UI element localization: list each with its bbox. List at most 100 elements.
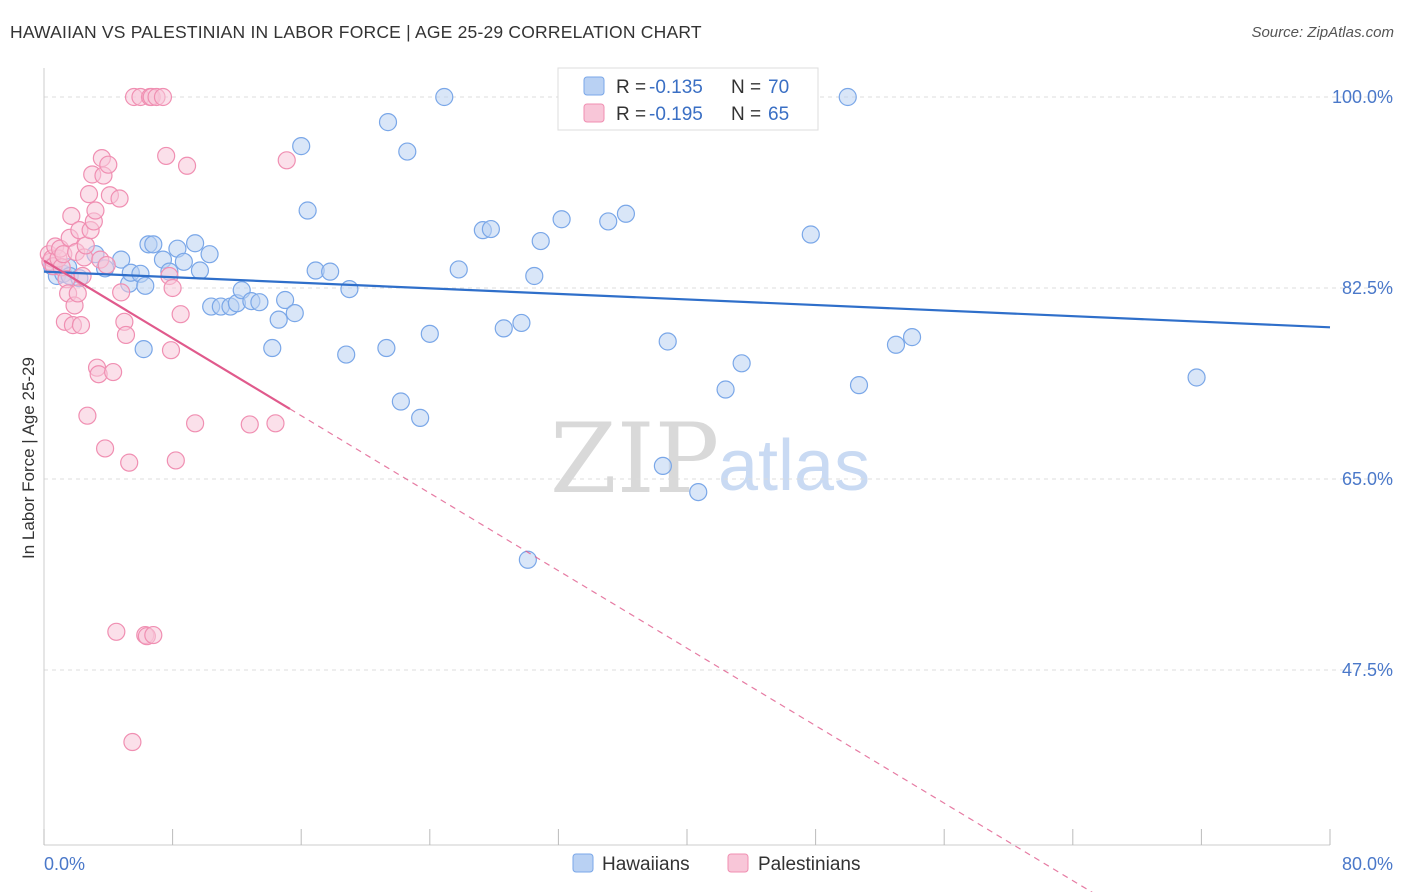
hawaiians-point-54	[518, 550, 537, 569]
hawaiians-point-41	[377, 338, 396, 358]
trend-line-palestinians-extension	[289, 408, 1093, 892]
hawaiians-point-31	[269, 310, 288, 329]
palestinians-point-17	[68, 284, 87, 303]
palestinians-point-36	[99, 155, 118, 174]
hawaiians-point-34	[292, 137, 311, 156]
hawaiians-point-33	[285, 304, 304, 323]
hawaiians-point-13	[134, 340, 153, 359]
hawaiians-point-53	[531, 231, 550, 251]
hawaiians-point-40	[378, 113, 398, 132]
trend-line-palestinians	[43, 259, 291, 410]
series-palestinians-points	[39, 87, 296, 752]
hawaiians-point-29	[250, 293, 269, 312]
palestinians-point-52	[144, 625, 163, 645]
hawaiians-point-55	[552, 210, 571, 229]
hawaiians-point-32	[276, 290, 295, 310]
hawaiians-point-66	[838, 87, 857, 107]
hawaiians-point-49	[481, 219, 500, 239]
chart-source: Source: ZipAtlas.com	[1251, 24, 1394, 41]
legend-r-label-hawaiians: R =	[616, 77, 646, 98]
palestinians-point-34	[95, 439, 115, 458]
legend-r-value-palestinians: -0.195	[649, 104, 703, 125]
hawaiians-point-15	[144, 235, 163, 254]
hawaiians-point-44	[411, 408, 430, 427]
legend-swatch-hawaiians	[583, 76, 605, 96]
legend-n-label-hawaiians: N =	[731, 77, 761, 98]
hawaiians-point-65	[801, 225, 820, 244]
hawaiians-point-51	[512, 313, 531, 333]
hawaiians-point-60	[658, 332, 677, 351]
trend-lines	[43, 259, 1331, 892]
y-tick-label-2: 82.5%	[1342, 278, 1393, 298]
stats-legend: R = -0.135 N = 70 R = -0.195 N = 65	[557, 67, 819, 131]
legend-n-value-hawaiians: 70	[768, 77, 789, 98]
palestinians-point-58	[163, 278, 182, 298]
hawaiians-point-20	[186, 234, 205, 253]
hawaiians-point-35	[298, 201, 317, 220]
bottom-legend-label-palestinians: Palestinians	[758, 854, 860, 875]
hawaiians-point-46	[435, 87, 454, 107]
palestinians-point-45	[123, 732, 142, 752]
legend-n-value-palestinians: 65	[768, 104, 789, 125]
hawaiians-point-70	[1187, 368, 1206, 387]
palestinians-point-63	[240, 415, 259, 434]
palestinians-point-57	[161, 341, 181, 360]
palestinians-point-19	[71, 316, 91, 335]
x-tick-label-min: 0.0%	[44, 854, 85, 874]
legend-swatch-palestinians	[583, 103, 605, 123]
hawaiians-point-61	[689, 482, 708, 502]
bottom-legend-label-hawaiians: Hawaiians	[602, 854, 690, 875]
axes	[43, 68, 1331, 846]
hawaiians-point-43	[398, 142, 417, 161]
y-tick-label-1: 65.0%	[1342, 469, 1393, 489]
hawaiians-point-22	[200, 245, 219, 264]
palestinians-point-22	[76, 236, 95, 255]
hawaiians-point-57	[599, 212, 618, 231]
legend-r-label-palestinians: R =	[616, 104, 646, 125]
hawaiians-point-30	[263, 338, 282, 358]
palestinians-point-41	[112, 283, 131, 302]
hawaiians-point-58	[616, 204, 636, 223]
hawaiians-point-21	[190, 261, 210, 280]
y-tick-label-3: 100.0%	[1332, 87, 1393, 107]
palestinians-point-60	[171, 305, 190, 324]
trend-line-hawaiians	[43, 270, 1331, 329]
hawaiians-point-68	[886, 335, 906, 354]
palestinians-point-64	[266, 414, 285, 433]
hawaiians-point-12	[136, 276, 155, 295]
palestinians-point-28	[86, 201, 105, 220]
legend-r-value-hawaiians: -0.135	[649, 77, 703, 98]
bottom-legend-swatch-palestinians	[727, 853, 749, 873]
palestinians-point-61	[177, 156, 197, 175]
hawaiians-point-38	[337, 345, 356, 364]
y-axis-label: In Labor Force | Age 25-29	[19, 357, 38, 559]
watermark-atlas: atlas	[718, 426, 870, 506]
palestinians-point-44	[120, 453, 139, 472]
palestinians-point-24	[79, 185, 99, 204]
hawaiians-point-50	[494, 319, 513, 338]
palestinians-point-40	[110, 189, 129, 208]
x-tick-label-max: 80.0%	[1342, 854, 1393, 874]
palestinians-point-65	[277, 151, 296, 170]
palestinians-point-62	[186, 414, 205, 433]
palestinians-point-39	[107, 622, 126, 641]
palestinians-point-55	[157, 146, 176, 166]
palestinians-point-35	[97, 255, 116, 275]
hawaiians-point-45	[420, 324, 439, 343]
hawaiians-point-52	[525, 266, 544, 286]
hawaiians-point-69	[902, 328, 922, 347]
palestinians-point-13	[62, 206, 81, 226]
y-tick-label-0: 47.5%	[1342, 660, 1393, 680]
y-tick-labels: 47.5% 65.0% 82.5% 100.0%	[1332, 87, 1393, 680]
chart-title: HAWAIIAN VS PALESTINIAN IN LABOR FORCE |…	[10, 22, 702, 42]
hawaiians-point-42	[391, 392, 410, 411]
palestinians-point-43	[116, 325, 136, 345]
hawaiians-point-59	[653, 456, 672, 476]
hawaiians-point-47	[449, 260, 468, 279]
hawaiians-point-64	[732, 354, 751, 373]
series-legend: Hawaiians Palestinians	[572, 853, 860, 875]
bottom-legend-swatch-hawaiians	[572, 853, 594, 873]
hawaiians-point-67	[849, 376, 869, 395]
palestinians-point-38	[104, 362, 123, 382]
